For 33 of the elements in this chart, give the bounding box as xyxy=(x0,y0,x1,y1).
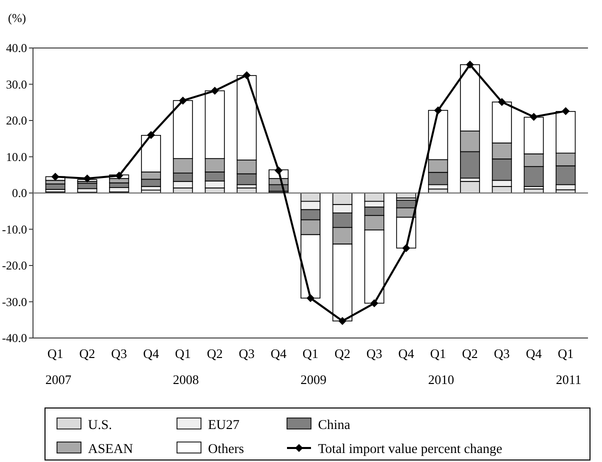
x-tick-label: Q2 xyxy=(462,346,478,361)
y-tick-label: 30.0 xyxy=(6,77,27,92)
y-tick-label: 40.0 xyxy=(6,41,27,56)
y-tick-label: -40.0 xyxy=(2,331,27,346)
x-tick-label: Q3 xyxy=(111,346,128,361)
x-tick-label: Q2 xyxy=(79,346,96,361)
x-tick-label: Q2 xyxy=(334,346,350,361)
legend-label: U.S. xyxy=(88,417,112,432)
legend-label: EU27 xyxy=(208,417,240,432)
x-tick-label: Q4 xyxy=(270,346,288,361)
legend-label: China xyxy=(318,417,350,432)
x-tick-label: Q1 2007 xyxy=(45,346,72,387)
legend-label: Total import value percent change xyxy=(318,441,502,456)
x-tick-label: Q3 xyxy=(366,346,382,361)
y-tick-label: 20.0 xyxy=(6,114,27,128)
y-tick-label: -10.0 xyxy=(2,222,27,236)
x-tick-label: Q3 xyxy=(494,346,510,361)
y-tick-label: 0.0 xyxy=(12,186,27,200)
y-tick-label: 10.0 xyxy=(6,150,27,164)
x-tick-label: Q1 2011 xyxy=(556,346,582,387)
x-tick-label: Q4 xyxy=(526,346,542,361)
x-tick-label: Q1 2010 xyxy=(428,346,454,387)
x-tick-label: Q1 2009 xyxy=(300,346,326,387)
x-tick-label: Q1 2008 xyxy=(172,346,199,387)
x-tick-label: Q4 xyxy=(143,346,160,361)
y-axis-title: (%) xyxy=(8,11,26,25)
x-tick-label: Q4 xyxy=(398,346,415,361)
y-tick-label: -20.0 xyxy=(2,258,27,273)
legend-label: ASEAN xyxy=(88,441,134,456)
legend-label: Others xyxy=(208,441,244,456)
x-tick-label: Q2 xyxy=(206,346,223,361)
x-tick-label: Q3 xyxy=(238,346,255,361)
y-tick-label: -30.0 xyxy=(2,294,27,309)
